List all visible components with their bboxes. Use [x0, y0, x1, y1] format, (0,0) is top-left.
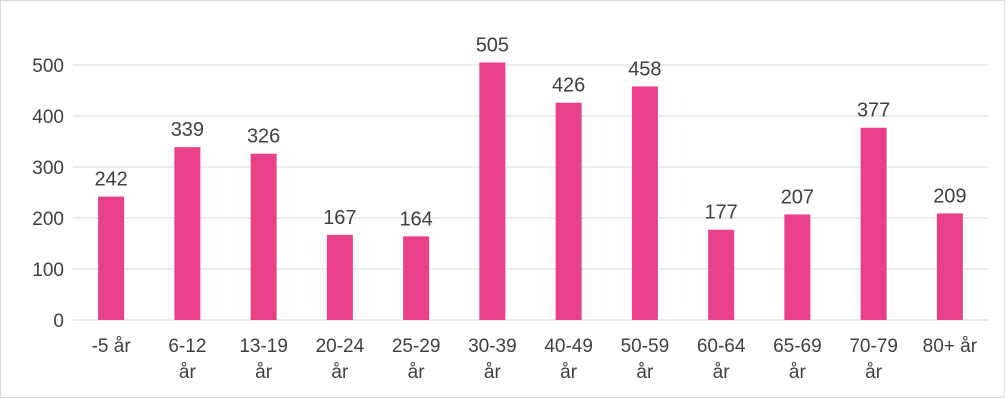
x-tick-label: 65-69 [773, 336, 822, 357]
x-axis: -5 år 6-12 år 13-19 år 20-24 år 25-29 år 30-39 år 4… [92, 336, 978, 383]
x-tick-label: år [865, 362, 883, 383]
y-tick-label: 300 [32, 158, 64, 179]
bar [860, 127, 887, 320]
x-tick-label: 6-12 [168, 336, 206, 357]
x-tick-label: 30-39 [468, 336, 517, 357]
data-labels: 242 339 326 167 164 505 426 458 177 207 377 209 [94, 34, 966, 230]
y-axis: 0 100 200 300 400 500 [32, 56, 64, 332]
y-tick-label: 100 [32, 260, 64, 281]
x-tick-label: 13-19 [239, 336, 288, 357]
x-tick-label: år [484, 362, 502, 383]
bar [631, 86, 658, 320]
data-label: 505 [476, 34, 509, 56]
x-tick-label: 70-79 [849, 336, 898, 357]
x-tick-label: år [255, 362, 273, 383]
y-tick-label: 500 [32, 56, 64, 77]
data-label: 242 [94, 169, 127, 191]
data-label: 326 [247, 126, 280, 148]
y-tick-label: 0 [53, 311, 64, 332]
data-label: 167 [323, 207, 356, 229]
data-label: 209 [933, 185, 966, 207]
data-label: 177 [704, 202, 737, 224]
bar [403, 236, 430, 320]
bars [98, 62, 963, 321]
bar [479, 62, 506, 320]
bar [98, 196, 125, 320]
data-label: 207 [781, 186, 814, 208]
data-label: 339 [171, 119, 204, 141]
x-tick-label: 25-29 [392, 336, 441, 357]
data-label: 377 [857, 100, 890, 122]
bar [784, 214, 811, 320]
bar [250, 153, 277, 320]
x-tick-label: år [560, 362, 578, 383]
gridlines [73, 64, 988, 321]
y-tick-label: 400 [32, 107, 64, 128]
x-tick-label: år [408, 362, 426, 383]
x-tick-label: år [713, 362, 731, 383]
x-tick-label: år [331, 362, 349, 383]
data-label: 458 [628, 58, 661, 80]
bar [555, 102, 582, 321]
x-tick-label: 20-24 [316, 336, 365, 357]
bar [936, 213, 963, 320]
bar [708, 229, 735, 320]
x-tick-label: 50-59 [621, 336, 670, 357]
x-tick-label: år [789, 362, 807, 383]
bar [326, 234, 353, 320]
x-tick-label: -5 år [92, 336, 132, 357]
x-tick-label: år [636, 362, 654, 383]
data-label: 164 [399, 208, 432, 230]
x-tick-label: 80+ år [923, 336, 978, 357]
x-tick-label: 40-49 [544, 336, 593, 357]
x-tick-label: 60-64 [697, 336, 746, 357]
x-tick-label: år [179, 362, 197, 383]
y-tick-label: 200 [32, 209, 64, 230]
data-label: 426 [552, 75, 585, 97]
bar [174, 147, 201, 320]
